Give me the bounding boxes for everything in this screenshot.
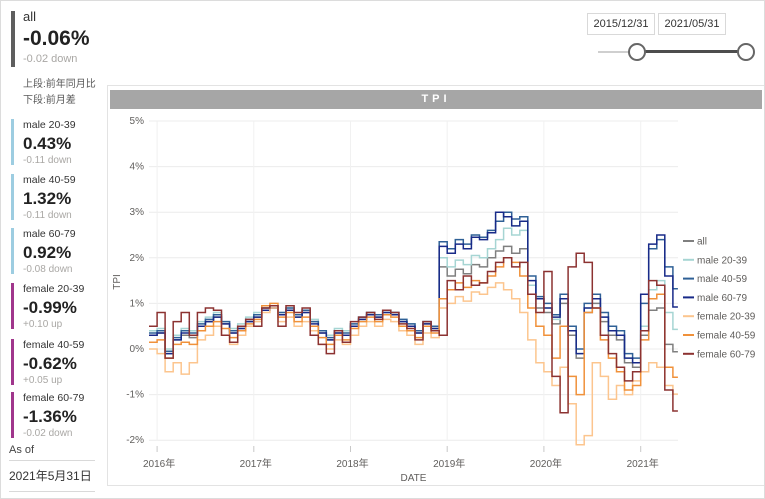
kpi-delta: -0.11 down — [23, 155, 72, 166]
as-of-date: 2021年5月31日 — [9, 460, 95, 492]
x-axis-tick-label: 2019年 — [433, 457, 465, 470]
y-axis-tick-label: 5% — [130, 116, 145, 127]
kpi-value: -0.06% — [23, 27, 90, 50]
y-axis-tick-label: -1% — [126, 390, 144, 401]
series-line-female-60-79 — [149, 252, 678, 414]
kpi-accent-bar — [11, 392, 14, 438]
kpi-delta: -0.11 down — [23, 210, 72, 221]
date-range-start-input[interactable]: 2015/12/31 — [587, 13, 655, 35]
kpi-value: -0.62% — [23, 354, 77, 373]
kpi-accent-bar — [11, 11, 15, 67]
kpi-card-female-20-39: female 20-39 -0.99% +0.10 up — [11, 282, 105, 334]
legend-item-female-60-79[interactable]: female 60-79 — [697, 349, 756, 360]
series-line-male-20-39 — [149, 227, 678, 364]
kpi-value: 0.92% — [23, 243, 72, 262]
kpi-label: all — [23, 9, 37, 24]
kpi-label: female 40-59 — [23, 339, 85, 351]
kpi-card-all: all -0.06% -0.02 down — [9, 9, 105, 67]
y-axis-tick-label: 4% — [130, 162, 145, 173]
note-line-2: 下段:前月差 — [23, 95, 76, 106]
kpi-delta: +0.10 up — [23, 319, 63, 330]
y-axis-title: TPI — [112, 274, 123, 290]
tpi-chart-panel: TPI 5% 4% 3% 2% 1% 0% -1% -2% 2016年 2017年 2018年 201… — [107, 85, 764, 486]
tpi-line-chart: 5% 4% 3% 2% 1% 0% -1% -2% 2016年 2017年 2018年 2019年 20… — [112, 116, 756, 484]
legend-note: 上段:前年同月比 下段:前月差 — [23, 77, 96, 109]
date-range-end-input[interactable]: 2021/05/31 — [658, 13, 726, 35]
series-line-male-60-79 — [149, 211, 678, 364]
y-axis-tick-label: 0% — [130, 344, 145, 355]
kpi-label: male 60-79 — [23, 228, 76, 240]
kpi-delta: -0.02 down — [23, 53, 78, 65]
legend-item-male-40-59[interactable]: male 40-59 — [697, 274, 747, 285]
kpi-accent-bar — [11, 174, 14, 220]
kpi-accent-bar — [11, 339, 14, 385]
legend-item-female-20-39[interactable]: female 20-39 — [697, 312, 756, 323]
x-axis-title: DATE — [401, 473, 427, 484]
kpi-delta: +0.05 up — [23, 375, 63, 386]
kpi-label: female 20-39 — [23, 283, 85, 295]
kpi-accent-bar — [11, 283, 14, 329]
legend-item-all[interactable]: all — [697, 237, 707, 248]
chart-title: TPI — [110, 90, 762, 109]
legend-item-male-20-39[interactable]: male 20-39 — [697, 255, 747, 266]
x-axis-tick-label: 2020年 — [530, 457, 562, 470]
kpi-label: male 40-59 — [23, 174, 76, 186]
kpi-label: female 60-79 — [23, 392, 85, 404]
kpi-value: 0.43% — [23, 134, 72, 153]
kpi-value: 1.32% — [23, 189, 72, 208]
x-axis-tick-label: 2018年 — [336, 457, 368, 470]
kpi-card-male-40-59: male 40-59 1.32% -0.11 down — [11, 173, 105, 225]
y-axis-tick-label: 1% — [130, 298, 145, 309]
y-axis-tick-label: -2% — [126, 435, 144, 446]
kpi-label: male 20-39 — [23, 119, 76, 131]
kpi-delta: -0.08 down — [23, 264, 73, 275]
kpi-value: -0.99% — [23, 298, 77, 317]
y-axis-tick-label: 2% — [130, 253, 145, 264]
kpi-accent-bar — [11, 228, 14, 274]
kpi-card-male-60-79: male 60-79 0.92% -0.08 down — [11, 227, 105, 279]
x-axis-tick-label: 2016年 — [143, 457, 175, 470]
kpi-value: -1.36% — [23, 407, 77, 426]
series-line-male-40-59 — [149, 211, 678, 359]
y-axis-tick-label: 3% — [130, 207, 145, 218]
kpi-accent-bar — [11, 119, 14, 165]
kpi-card-female-40-59: female 40-59 -0.62% +0.05 up — [11, 338, 105, 390]
date-slider-left-handle[interactable] — [628, 43, 646, 61]
kpi-card-male-20-39: male 20-39 0.43% -0.11 down — [11, 118, 105, 170]
date-slider-right-handle[interactable] — [737, 43, 755, 61]
kpi-card-female-60-79: female 60-79 -1.36% -0.02 down — [11, 391, 105, 443]
date-slider-selected-range[interactable] — [637, 50, 746, 53]
kpi-delta: -0.02 down — [23, 428, 73, 439]
legend-item-female-40-59[interactable]: female 40-59 — [697, 331, 756, 342]
x-axis-tick-label: 2021年 — [627, 457, 659, 470]
note-line-1: 上段:前年同月比 — [23, 79, 96, 90]
legend-item-male-60-79[interactable]: male 60-79 — [697, 293, 747, 304]
x-axis-tick-label: 2017年 — [240, 457, 272, 470]
as-of-label: As of — [9, 444, 35, 456]
series-line-female-20-39 — [149, 282, 678, 446]
